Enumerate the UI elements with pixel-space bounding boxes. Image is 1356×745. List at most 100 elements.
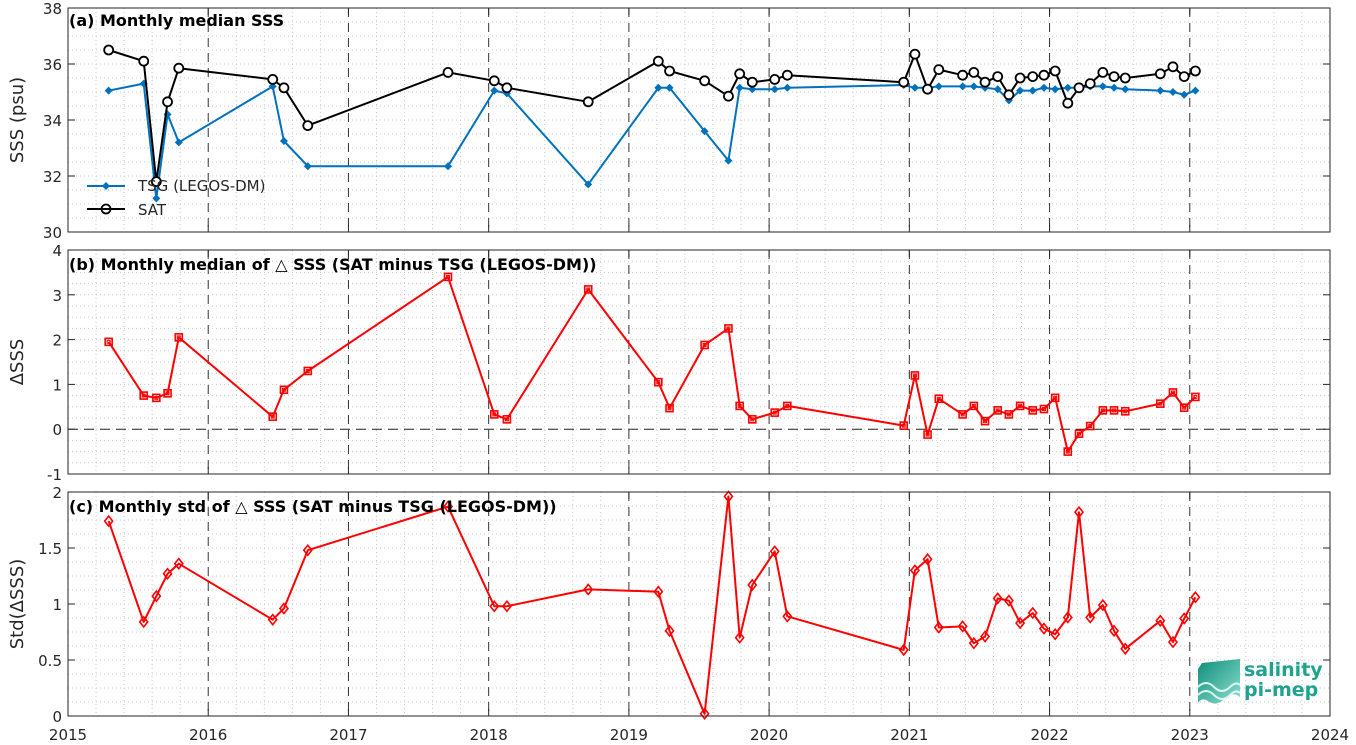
panel-c-series-0-point xyxy=(1190,590,1201,604)
panel-a-series-1-point xyxy=(1189,65,1201,77)
panel-a-series-0-point xyxy=(279,137,288,145)
panel-c-ytick-label: 1.5 xyxy=(38,540,62,558)
panel-a-series-1-point xyxy=(933,64,945,75)
panel-a-series-1-point xyxy=(302,120,314,131)
panel-c-series-0-point xyxy=(909,564,920,577)
panel-a-series-0-point xyxy=(910,83,919,92)
panel-a-series-1-point xyxy=(979,76,991,88)
panel-b-series-0-point xyxy=(700,340,709,350)
panel-a-series-1-point xyxy=(267,74,279,85)
panel-b-series-0-point xyxy=(724,324,733,333)
panel-a-series-1-point xyxy=(162,96,173,108)
panel-b-series-0-point xyxy=(899,421,909,430)
panel-b-ytick-label: 3 xyxy=(52,287,62,305)
panel-b-series-0-point xyxy=(735,401,744,411)
xtick-label: 2015 xyxy=(49,726,87,744)
panel-c-ytick-label: 0 xyxy=(52,708,62,726)
panel-a-series-1-point xyxy=(278,82,290,94)
xtick-label: 2022 xyxy=(1030,726,1068,744)
panel-b-series-0-point xyxy=(993,406,1002,415)
panel-b-series-0-point-inner xyxy=(106,339,111,344)
panel-a-series-1-point xyxy=(582,96,594,108)
xtick-label: 2021 xyxy=(890,726,928,744)
panel-b-ytick-label: 4 xyxy=(52,242,62,260)
panel-a-series-0-point xyxy=(1028,86,1037,95)
panel-b-series-0-point xyxy=(1156,399,1165,408)
panel-b-series-0-point xyxy=(489,410,499,419)
panel-b-series-0-point xyxy=(747,415,757,424)
panel-b-series-0-point xyxy=(934,394,944,404)
panel-b-series-0-point xyxy=(1074,429,1084,438)
panel-b-series-0-point-inner xyxy=(305,368,310,373)
panel-b-series-0-point xyxy=(174,333,184,342)
panel-c-series-0-point xyxy=(1167,635,1178,649)
panel-a-series-1-point xyxy=(992,71,1004,82)
panel-b-series-0-point-inner xyxy=(656,380,661,385)
panel-c-series-0-point xyxy=(278,602,289,615)
panel-b-series-0-point-inner xyxy=(1018,403,1023,408)
panel-b-series-0-point-inner xyxy=(1170,390,1175,395)
panel-c-series-0-point xyxy=(489,599,500,613)
panel-b-series-0-point xyxy=(1098,406,1108,415)
panel-a-ytick-label: 34 xyxy=(43,112,62,130)
panel-b-series-0-point xyxy=(1004,410,1014,419)
panel-a-series-0-point xyxy=(152,194,161,203)
panel-c-series-0-point xyxy=(1085,611,1096,624)
panel-c-series-0-point xyxy=(1015,616,1026,630)
panel-a-series-1-point xyxy=(1014,72,1026,84)
xtick-label: 2020 xyxy=(750,726,788,744)
panel-a-title: (a) Monthly median SSS xyxy=(69,11,284,30)
legend-sat-marker xyxy=(100,203,112,215)
panel-b-series-0-point-inner xyxy=(586,287,591,292)
panel-a-series-1-point xyxy=(734,68,746,80)
panel-b-series-0-point-inner xyxy=(702,342,707,347)
panel-b-series-0-point xyxy=(783,401,792,411)
panel-a-series-0-point xyxy=(1098,82,1107,91)
panel-b-series-0-point xyxy=(502,415,512,424)
panel-b-series-0-point xyxy=(910,371,920,380)
panel-a-series-1-point xyxy=(1027,71,1039,82)
panel-c-series-0-point xyxy=(501,599,512,613)
panel-b-series-0-point-inner xyxy=(281,387,286,392)
panel-a-series-0-point xyxy=(665,83,674,92)
panel-b-series-0-point xyxy=(654,377,663,387)
legend: TSG (LEGOS-DM) SAT xyxy=(87,177,265,219)
panel-a-series-1-point xyxy=(957,69,969,81)
panel-b-series-0-point-inner xyxy=(1041,407,1046,412)
xtick-label: 2017 xyxy=(329,726,367,744)
panel-c-series-0-point xyxy=(1050,627,1061,641)
panel-a-series-1-point xyxy=(746,76,758,88)
panel-b-series-0-point xyxy=(443,272,453,282)
panel-b-series-0-point-inner xyxy=(901,423,906,428)
panel-a-series-0-point xyxy=(993,85,1002,94)
panel-a-series-0-point xyxy=(654,83,663,92)
legend-sat-label: SAT xyxy=(138,201,167,219)
panel-b-series-0-point xyxy=(104,337,113,347)
panel-c-series-0-point xyxy=(442,500,454,513)
panel-b-series-0-point-inner xyxy=(785,403,790,408)
panel-a-series-1-point xyxy=(1049,65,1061,77)
panel-a-series-1-point xyxy=(442,67,454,78)
xtick-label: 2024 xyxy=(1311,726,1349,744)
panel-a-series-0-point xyxy=(1121,85,1130,94)
panel-c-series-0-point xyxy=(173,557,184,570)
panel-b-series-0-point-inner xyxy=(726,326,731,331)
panel-b-series-0-point-inner xyxy=(1112,408,1117,413)
panel-b-axes-box xyxy=(67,249,1331,475)
panel-a-ytick-label: 30 xyxy=(43,224,62,242)
panel-b-series-0-point-inner xyxy=(983,419,988,424)
panel-b-series-0-point-inner xyxy=(1065,449,1070,454)
panel-a-series-1-point xyxy=(138,55,150,67)
panel-c-series-0-point xyxy=(747,578,758,592)
panel-c-series-0-point xyxy=(1062,611,1073,624)
panel-b-series-0-point-inner xyxy=(141,393,146,398)
panel-b-series-0-point xyxy=(770,408,780,417)
panel-c-series-0-point xyxy=(898,643,909,657)
panel-a-series-1-point xyxy=(488,75,500,87)
panel-c-series-0-point xyxy=(267,613,278,626)
panel-c-series-0-point xyxy=(1003,594,1014,607)
panel-c-ytick-label: 0.5 xyxy=(38,652,62,670)
panel-b-series-0-point-inner xyxy=(1123,409,1128,414)
panel-b-title: (b) Monthly median of △ SSS (SAT minus T… xyxy=(69,255,597,274)
